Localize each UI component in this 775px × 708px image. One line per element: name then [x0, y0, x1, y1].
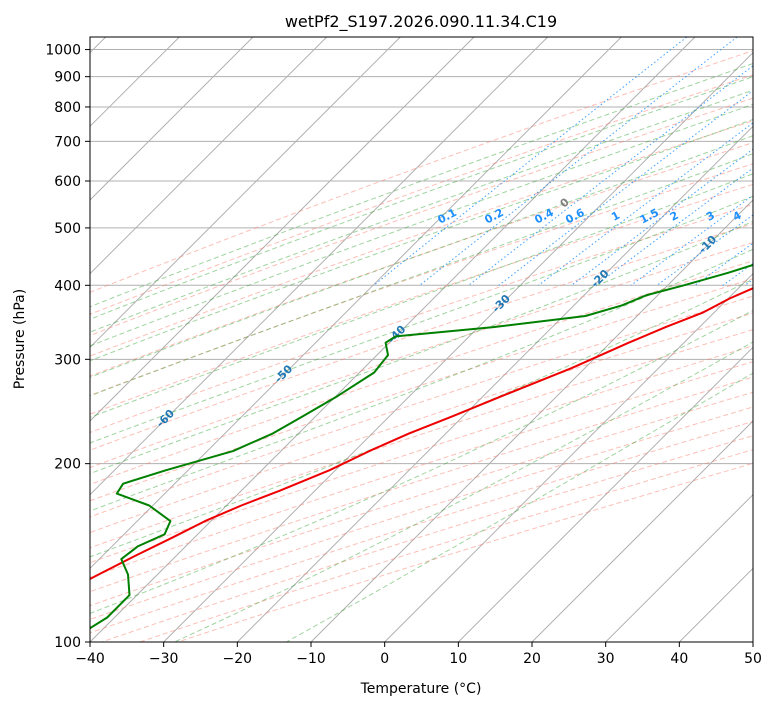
y-tick-label: 400 — [54, 278, 81, 294]
isotherm-line — [531, 420, 753, 642]
isotherm-line — [90, 37, 622, 570]
isotherm-line — [90, 37, 401, 349]
y-tick-label: 900 — [54, 70, 81, 86]
dry-adiabat-line — [90, 295, 753, 518]
y-tick-label: 1000 — [45, 43, 81, 59]
mixing-ratio-line — [538, 122, 753, 286]
x-tick-label: 50 — [744, 651, 762, 667]
y-tick-label: 100 — [54, 635, 81, 651]
dry-adiabat-line — [90, 50, 753, 293]
isotherm-line — [90, 37, 475, 422]
mixing-ratio-line — [656, 214, 753, 286]
x-tick-label: 0 — [380, 651, 389, 667]
y-tick-label: 700 — [54, 134, 81, 150]
isotherm-line — [90, 37, 549, 496]
moist-adiabat-line — [174, 341, 753, 642]
dry-adiabat-line — [90, 241, 753, 469]
x-tick-label: −10 — [296, 651, 326, 667]
mixing-ratio-line — [468, 65, 753, 286]
x-tick-label: −40 — [75, 651, 105, 667]
mixing-ratio-line — [419, 37, 738, 286]
y-tick-label: 300 — [54, 352, 81, 368]
dewpoint-profile-line — [90, 263, 753, 630]
isotherm-line — [457, 346, 753, 642]
moist-adiabat-line — [90, 76, 753, 320]
y-axis-label: Pressure (hPa) — [12, 289, 28, 389]
isotherm-line — [163, 51, 753, 642]
isotherm-line — [605, 493, 753, 642]
y-tick-label: 800 — [54, 100, 81, 116]
dry-adiabat-line — [90, 203, 753, 433]
dry-adiabat-line — [90, 223, 753, 451]
dry-adiabat-line — [90, 183, 753, 415]
dry-adiabat-line — [90, 312, 753, 534]
temperature-profile-line — [90, 287, 753, 581]
x-tick-label: 30 — [597, 651, 615, 667]
x-tick-label: −30 — [149, 651, 179, 667]
dry-adiabat-line — [90, 97, 753, 337]
isotherm-line — [90, 37, 328, 275]
mixing-ratio-line — [595, 167, 753, 286]
dry-adiabat-line — [90, 278, 753, 502]
y-tick-label: 500 — [54, 221, 81, 237]
x-tick-label: −20 — [223, 651, 253, 667]
dry-adiabat-line — [90, 142, 753, 377]
x-tick-label: 10 — [449, 651, 467, 667]
x-axis-label: Temperature (°C) — [360, 681, 482, 697]
moist-adiabat-line — [90, 103, 753, 347]
x-tick-label: 40 — [670, 651, 688, 667]
plot-frame — [89, 36, 754, 643]
isotherm-line — [90, 37, 254, 201]
chart-title: wetPf2_S197.2026.090.11.34.C19 — [285, 12, 557, 32]
moist-adiabat-line — [90, 63, 753, 308]
moist-adiabat-label: 10 — [751, 160, 771, 180]
y-tick-label: 200 — [54, 457, 81, 473]
moist-adiabat-line — [90, 220, 753, 475]
moist-adiabat-line — [90, 118, 753, 362]
isotherm-line — [384, 272, 753, 642]
moist-adiabat-line — [90, 173, 753, 418]
isotherm-line — [236, 125, 753, 642]
y-tick-label: 600 — [54, 174, 81, 190]
x-tick-label: 20 — [523, 651, 541, 667]
dry-adiabat-line — [90, 74, 753, 315]
